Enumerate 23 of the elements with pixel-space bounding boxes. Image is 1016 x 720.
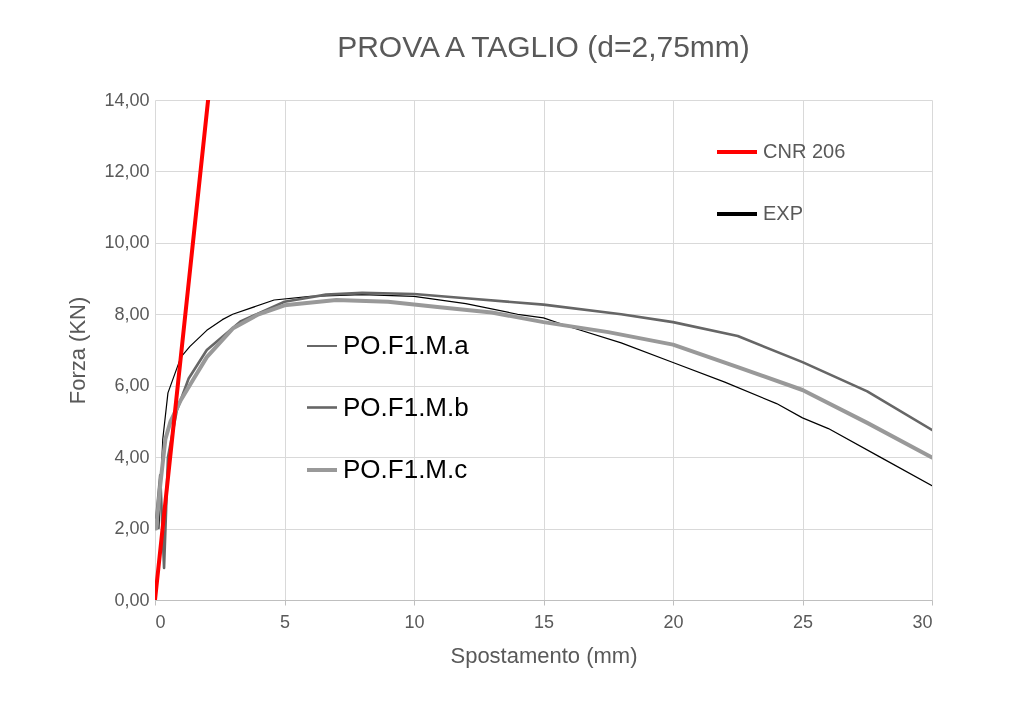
x-tick-label: 25 xyxy=(792,611,814,632)
x-tick-label: 15 xyxy=(533,611,555,632)
legend-label: CNR 206 xyxy=(763,140,846,162)
y-tick-label: 0,00 xyxy=(114,589,150,610)
x-tick-label: 20 xyxy=(663,611,684,632)
y-axis-title: Forza (KN) xyxy=(65,296,91,405)
y-tick-label: 12,00 xyxy=(104,160,150,181)
x-tick-label: 30 xyxy=(912,611,933,632)
y-tick-label: 10,00 xyxy=(104,232,150,253)
chart-title: PROVA A TAGLIO (d=2,75mm) xyxy=(337,30,750,63)
y-tick-label: 14,00 xyxy=(104,89,150,110)
legend-label: EXP xyxy=(763,202,804,224)
y-tick-label: 6,00 xyxy=(114,375,150,396)
x-tick-label: 0 xyxy=(155,611,166,632)
y-tick-label: 2,00 xyxy=(114,518,150,539)
y-tick-label: 8,00 xyxy=(114,303,150,324)
y-tick-label: 4,00 xyxy=(114,446,150,467)
legend-label: PO.F1.M.b xyxy=(343,391,469,422)
legend-label: PO.F1.M.a xyxy=(343,330,470,360)
x-axis-title: Spostamento (mm) xyxy=(450,642,638,668)
x-tick-label: 5 xyxy=(279,611,291,632)
x-tick-label: 10 xyxy=(404,611,425,632)
legend-label: PO.F1.M.c xyxy=(343,454,468,484)
